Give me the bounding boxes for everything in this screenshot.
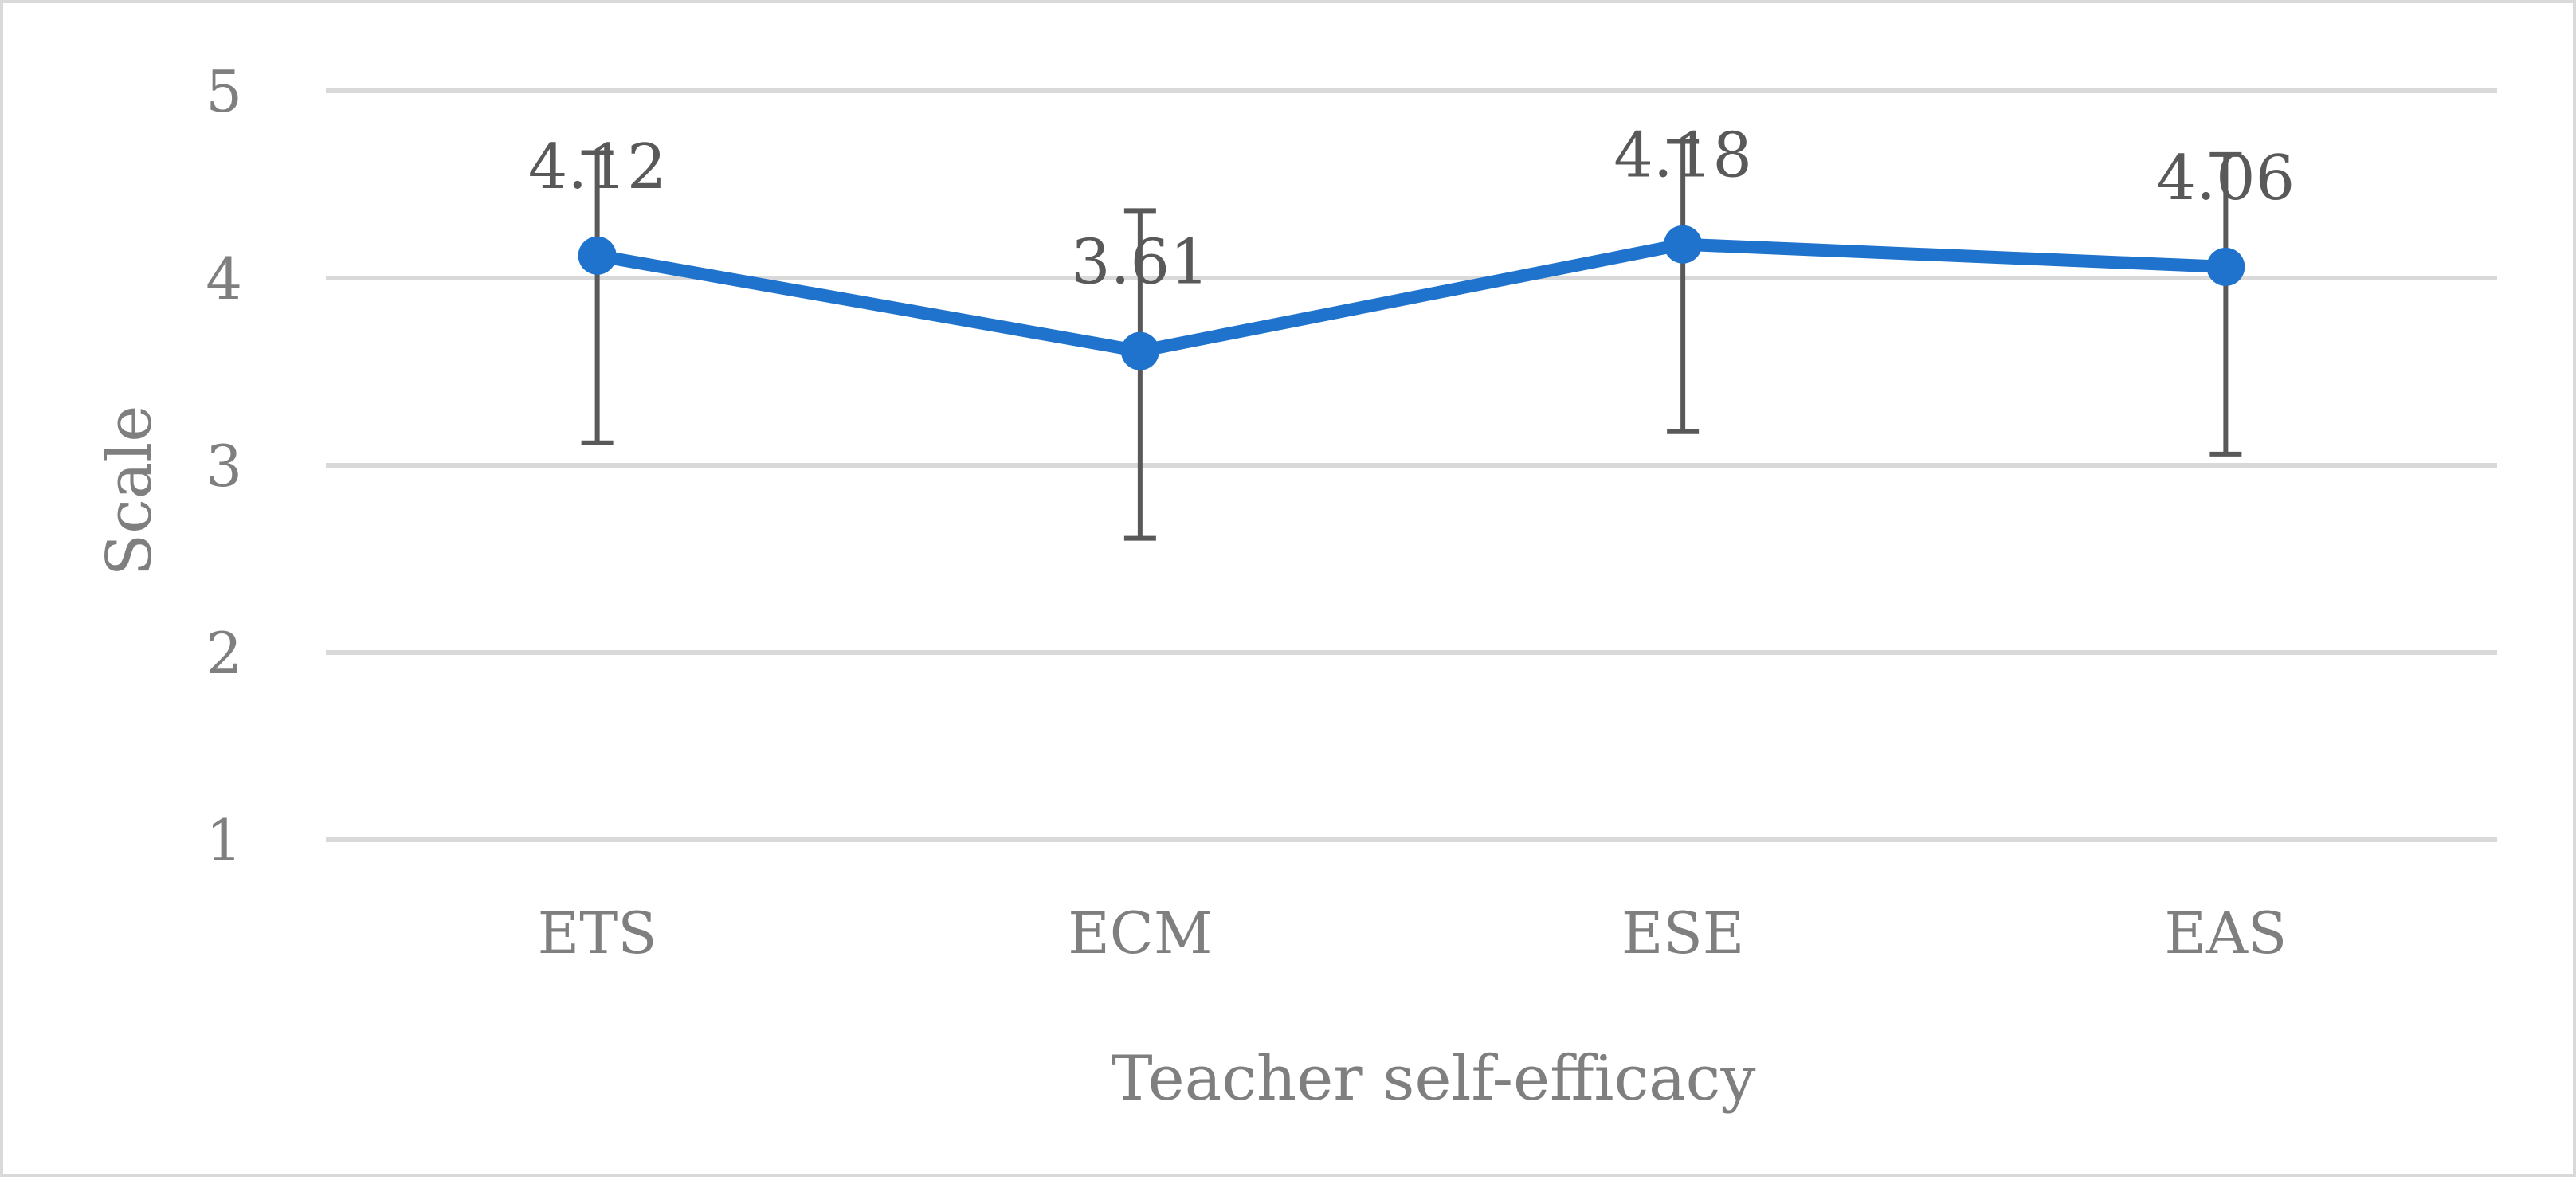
error-bar-ets bbox=[581, 150, 614, 445]
data-point-ese bbox=[1664, 225, 1703, 264]
x-tick-labels: ETS ECM ESE EAS bbox=[538, 900, 2288, 966]
error-bars bbox=[581, 139, 2242, 541]
error-bar-ese bbox=[1667, 139, 1700, 434]
y-tick-label: 3 bbox=[206, 433, 242, 500]
y-axis-title: Scale bbox=[94, 406, 166, 577]
gridlines bbox=[326, 88, 2497, 842]
y-tick-label: 4 bbox=[206, 245, 242, 312]
data-label-eas: 4.06 bbox=[2157, 143, 2296, 214]
data-labels: 4.12 3.61 4.18 4.06 bbox=[528, 120, 2295, 299]
data-point-eas bbox=[2206, 247, 2245, 286]
error-bar-ecm bbox=[1123, 208, 1156, 541]
y-tick-label: 2 bbox=[206, 620, 242, 687]
error-bar-eas bbox=[2209, 151, 2242, 457]
data-point-ecm bbox=[1120, 331, 1159, 370]
data-label-ese: 4.18 bbox=[1613, 120, 1752, 192]
line-chart: 1 2 3 4 5 ETS ECM ESE EAS 4.12 3.61 4.18 4.06 Scal… bbox=[94, 58, 2497, 1115]
series-line bbox=[590, 237, 2233, 358]
y-tick-labels: 1 2 3 4 5 bbox=[206, 58, 242, 874]
data-label-ecm: 3.61 bbox=[1071, 227, 1210, 299]
y-tick-label: 1 bbox=[206, 807, 242, 874]
x-axis-title: Teacher self-efficacy bbox=[1112, 1043, 1756, 1115]
x-tick-label-ets: ETS bbox=[538, 900, 657, 966]
markers bbox=[578, 225, 2245, 370]
y-tick-label: 5 bbox=[206, 58, 242, 125]
x-tick-label-ese: ESE bbox=[1621, 900, 1744, 966]
data-label-ets: 4.12 bbox=[528, 131, 667, 203]
data-point-ets bbox=[578, 236, 617, 275]
x-tick-label-ecm: ECM bbox=[1068, 900, 1212, 966]
series bbox=[590, 237, 2233, 358]
x-tick-label-eas: EAS bbox=[2164, 900, 2287, 966]
